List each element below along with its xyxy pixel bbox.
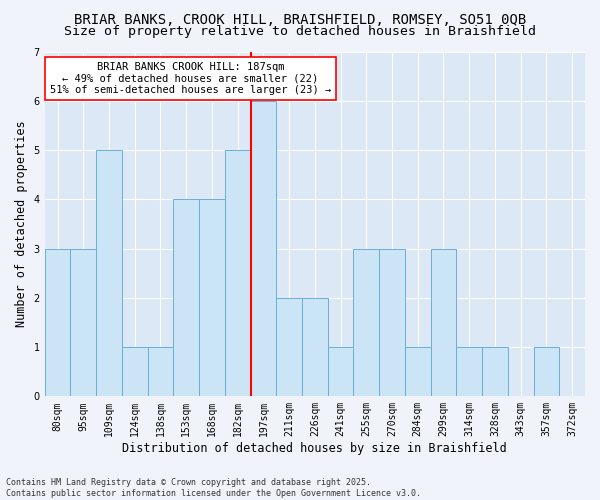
Bar: [122, 347, 148, 397]
Bar: [533, 347, 559, 397]
Text: Size of property relative to detached houses in Braishfield: Size of property relative to detached ho…: [64, 25, 536, 38]
Bar: [225, 150, 251, 396]
X-axis label: Distribution of detached houses by size in Braishfield: Distribution of detached houses by size …: [122, 442, 507, 455]
Bar: [457, 347, 482, 397]
Bar: [276, 298, 302, 396]
Bar: [173, 200, 199, 396]
Bar: [405, 347, 431, 397]
Text: Contains HM Land Registry data © Crown copyright and database right 2025.
Contai: Contains HM Land Registry data © Crown c…: [6, 478, 421, 498]
Text: BRIAR BANKS CROOK HILL: 187sqm
← 49% of detached houses are smaller (22)
51% of : BRIAR BANKS CROOK HILL: 187sqm ← 49% of …: [50, 62, 331, 95]
Bar: [148, 347, 173, 397]
Bar: [251, 101, 276, 396]
Bar: [431, 248, 457, 396]
Bar: [44, 248, 70, 396]
Bar: [482, 347, 508, 397]
Y-axis label: Number of detached properties: Number of detached properties: [15, 120, 28, 327]
Bar: [353, 248, 379, 396]
Bar: [379, 248, 405, 396]
Bar: [302, 298, 328, 396]
Bar: [328, 347, 353, 397]
Bar: [199, 200, 225, 396]
Bar: [96, 150, 122, 396]
Text: BRIAR BANKS, CROOK HILL, BRAISHFIELD, ROMSEY, SO51 0QB: BRIAR BANKS, CROOK HILL, BRAISHFIELD, RO…: [74, 12, 526, 26]
Bar: [70, 248, 96, 396]
